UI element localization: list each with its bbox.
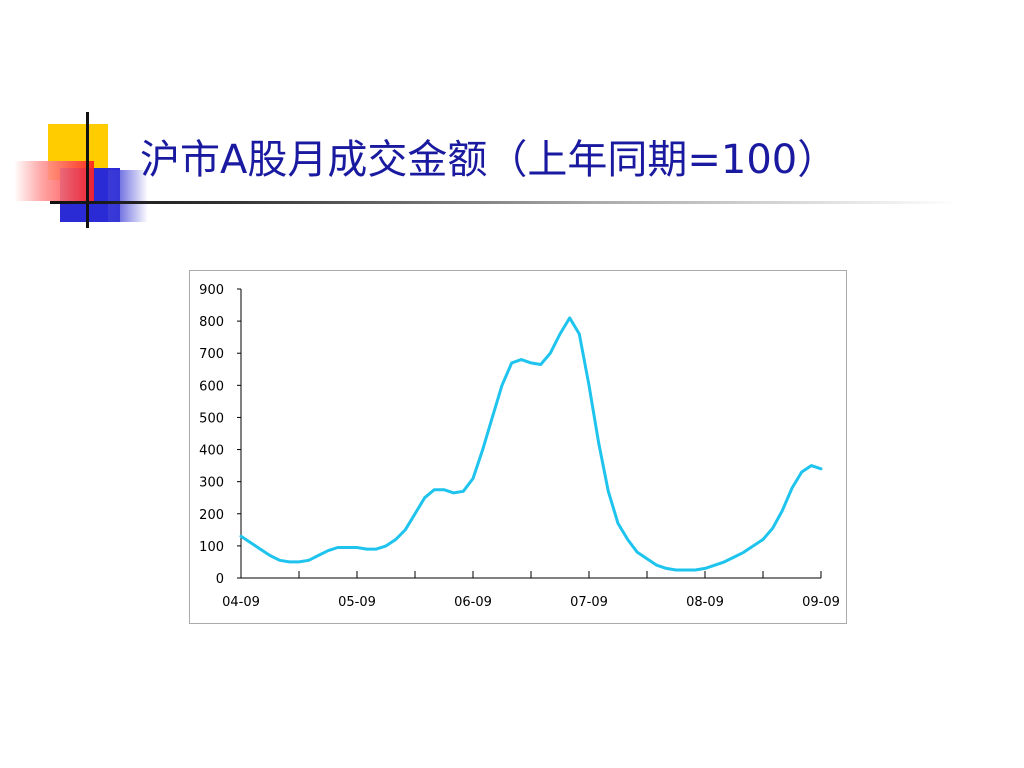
y-tick-label: 0 bbox=[216, 572, 224, 587]
x-tick-label: 06-09 bbox=[454, 595, 492, 610]
line-chart: 0 100 200 300 400 500 600 700 800 900 04-09 05-09 06… bbox=[199, 283, 840, 610]
decor-red-gradient-bar bbox=[14, 161, 94, 201]
y-tick-label: 600 bbox=[199, 379, 224, 394]
x-tick-label: 04-09 bbox=[222, 595, 260, 610]
y-tick-label: 500 bbox=[199, 411, 224, 426]
x-tick-label: 09-09 bbox=[802, 595, 840, 610]
x-tick-label: 07-09 bbox=[570, 595, 608, 610]
y-tick-label: 200 bbox=[199, 508, 224, 523]
decor-vertical-line bbox=[86, 112, 89, 228]
slide-title: 沪市A股月成交金额（上年同期=100） bbox=[140, 137, 838, 183]
y-tick-label: 700 bbox=[199, 347, 224, 362]
title-underline bbox=[50, 201, 960, 204]
series-line bbox=[239, 316, 823, 572]
decor-blue-fade bbox=[108, 170, 148, 222]
y-tick-label: 900 bbox=[199, 283, 224, 298]
y-tick-label: 400 bbox=[199, 444, 224, 459]
y-tick-label: 100 bbox=[199, 540, 224, 555]
chart-frame: 0 100 200 300 400 500 600 700 800 900 04-09 05-09 06… bbox=[189, 270, 847, 624]
y-tick-label: 300 bbox=[199, 476, 224, 491]
y-tick-label: 800 bbox=[199, 315, 224, 330]
x-tick-label: 05-09 bbox=[338, 595, 376, 610]
x-tick-label: 08-09 bbox=[686, 595, 724, 610]
